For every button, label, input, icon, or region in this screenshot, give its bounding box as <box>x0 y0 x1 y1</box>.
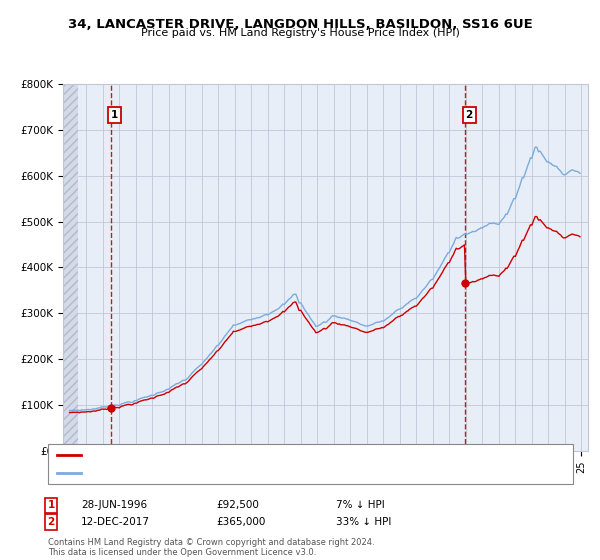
Text: £92,500: £92,500 <box>216 500 259 510</box>
Text: 2: 2 <box>466 110 473 120</box>
Text: 1: 1 <box>111 110 118 120</box>
Text: 1: 1 <box>47 500 55 510</box>
Text: 33% ↓ HPI: 33% ↓ HPI <box>336 517 391 527</box>
Text: £365,000: £365,000 <box>216 517 265 527</box>
Text: Price paid vs. HM Land Registry's House Price Index (HPI): Price paid vs. HM Land Registry's House … <box>140 28 460 38</box>
Text: Contains HM Land Registry data © Crown copyright and database right 2024.
This d: Contains HM Land Registry data © Crown c… <box>48 538 374 557</box>
Text: 28-JUN-1996: 28-JUN-1996 <box>81 500 147 510</box>
Bar <box>63 84 78 451</box>
Text: 12-DEC-2017: 12-DEC-2017 <box>81 517 150 527</box>
Text: HPI: Average price, detached house, Basildon: HPI: Average price, detached house, Basi… <box>85 469 301 478</box>
Text: 2: 2 <box>47 517 55 527</box>
Text: 34, LANCASTER DRIVE, LANGDON HILLS, BASILDON, SS16 6UE (detached house): 34, LANCASTER DRIVE, LANGDON HILLS, BASI… <box>85 451 468 460</box>
Text: 7% ↓ HPI: 7% ↓ HPI <box>336 500 385 510</box>
Text: 34, LANCASTER DRIVE, LANGDON HILLS, BASILDON, SS16 6UE: 34, LANCASTER DRIVE, LANGDON HILLS, BASI… <box>68 18 532 31</box>
